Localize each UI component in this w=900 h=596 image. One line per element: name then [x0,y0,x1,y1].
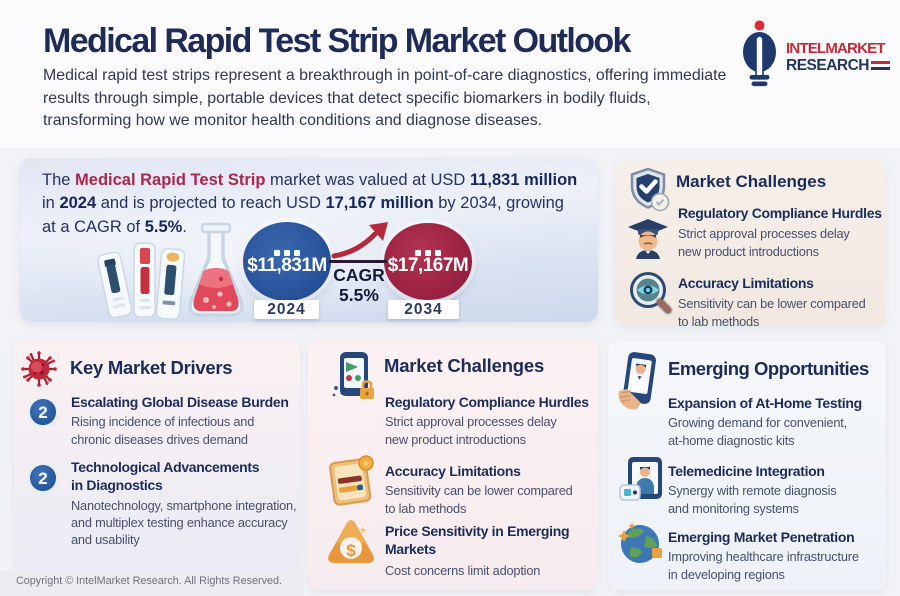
svg-text:$: $ [346,541,356,560]
